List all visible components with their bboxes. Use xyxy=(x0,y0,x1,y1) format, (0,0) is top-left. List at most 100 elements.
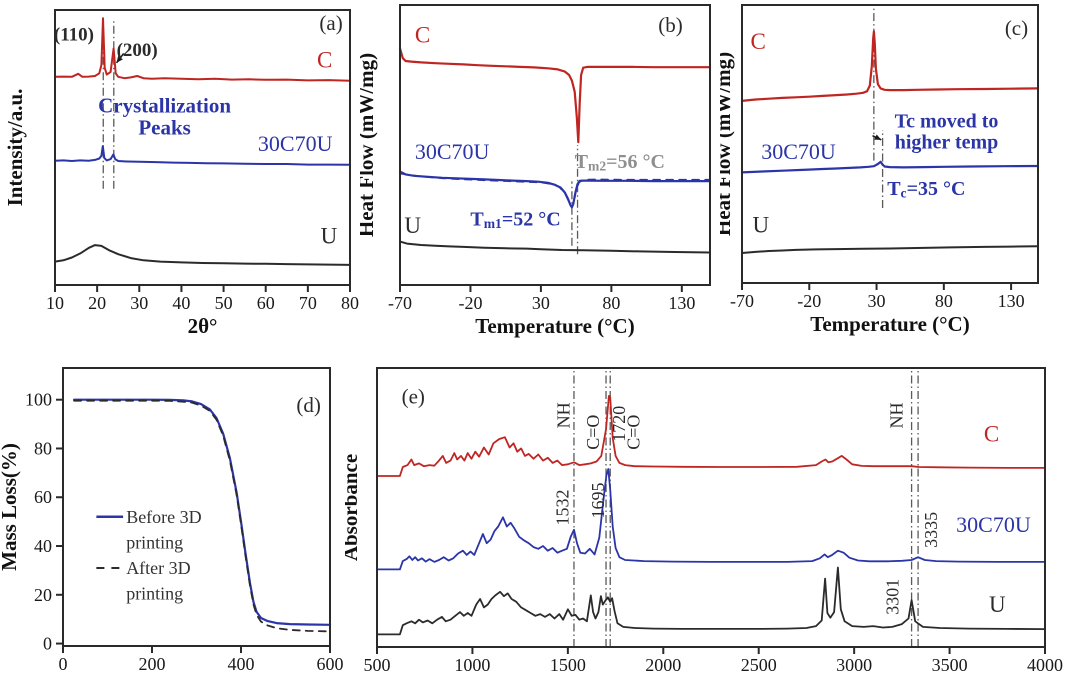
series-C xyxy=(398,47,712,144)
annotation-nh: NH xyxy=(554,402,574,428)
legend-label: printing xyxy=(126,532,183,552)
annotation-c: C xyxy=(750,29,765,54)
series-U xyxy=(399,240,711,254)
annotation-u: U xyxy=(753,213,770,238)
x-tick-label: 130 xyxy=(998,291,1025,311)
legend-label: After 3D xyxy=(126,558,190,578)
x-tick-label: 1000 xyxy=(454,655,490,675)
series-30C70U-dashed-overlay xyxy=(399,172,711,209)
y-tick-label: 100 xyxy=(25,390,52,410)
series-Before 3D printing xyxy=(72,398,332,626)
x-tick-label: 1500 xyxy=(550,655,586,675)
x-tick-label: 30 xyxy=(130,293,148,313)
annotation-30c70u: 30C70U xyxy=(956,512,1031,537)
x-tick-label: 40 xyxy=(172,293,190,313)
x-tick-label: 20 xyxy=(88,293,106,313)
series-U xyxy=(741,245,1039,254)
annotation-crystallization: Crystallization xyxy=(98,93,231,117)
annotation-30c70u: 30C70U xyxy=(258,131,333,156)
y-axis-title: Heat Flow (mW/mg) xyxy=(360,53,378,237)
y-axis-title: Intensity/a.u. xyxy=(3,89,27,207)
annotation--110-: (110) xyxy=(54,24,94,45)
series-30C70U xyxy=(740,160,1040,174)
annotation--d-: (d) xyxy=(296,393,321,417)
annotation-peaks: Peaks xyxy=(138,115,191,139)
annotation-30c70u: 30C70U xyxy=(415,139,490,164)
annotation-nh: NH xyxy=(887,402,907,428)
annotation-arrowhead xyxy=(116,55,123,63)
plot-border xyxy=(62,367,331,647)
x-tick-label: -70 xyxy=(388,293,412,313)
panel-e-canvas: 500 1000 1500 2000 2500 3000 3500 4000 Absorbanc… xyxy=(345,367,1063,675)
annotation: Tm1=52 °C xyxy=(470,208,560,231)
annotation: Tc=35 °C xyxy=(887,177,965,200)
panel-c-canvas: -70 -20 30 80 130 Temperature (°C) Heat Flow (… xyxy=(720,4,1040,336)
y-tick-label: 40 xyxy=(34,536,52,556)
annotation-1720: 1720 xyxy=(609,406,629,442)
annotation-u: U xyxy=(404,213,421,238)
plot-border xyxy=(54,9,351,286)
y-tick-label: 20 xyxy=(34,585,52,605)
x-tick-label: 0 xyxy=(59,654,68,674)
y-tick-label: 60 xyxy=(34,487,52,507)
x-tick-label: 400 xyxy=(228,654,255,674)
x-axis-title: 2θ° xyxy=(188,314,218,338)
x-tick-label: 2500 xyxy=(741,655,777,675)
annotation--b-: (b) xyxy=(658,13,683,37)
annotation: Tm2=56 °C xyxy=(575,151,665,174)
y-axis-title: Heat Flow (mW/mg) xyxy=(720,52,735,236)
panel-d-tga: 0 200 400 600 0 20 40 60 80 100 Mass Loss(%) Before… xyxy=(0,340,345,683)
x-tick-label: 4000 xyxy=(1027,655,1063,675)
annotation-u: U xyxy=(321,224,338,249)
annotation-u: U xyxy=(989,592,1006,617)
x-tick-label: 80 xyxy=(935,291,953,311)
x-tick-label: 600 xyxy=(317,654,344,674)
annotation--200-: (200) xyxy=(117,40,158,61)
x-axis-title: Temperature (°C) xyxy=(475,314,634,338)
x-tick-label: 200 xyxy=(139,654,166,674)
x-tick-label: 2000 xyxy=(645,655,681,675)
annotation--e-: (e) xyxy=(402,385,425,409)
annotation-c-o: C=O xyxy=(583,415,603,450)
x-tick-label: -70 xyxy=(730,291,754,311)
y-axis-title: Absorbance xyxy=(345,454,362,561)
x-tick-label: -20 xyxy=(797,291,821,311)
panel-b-dsc-heating: -70 -20 30 80 130 Temperature (°C) Heat Flow (… xyxy=(360,0,720,338)
series-30C70U xyxy=(398,170,712,209)
panel-a-xrd: 10 20 30 40 50 60 70 80 2θ° Intensity/a.u. (110) (2… xyxy=(0,0,360,338)
annotation-c: C xyxy=(984,422,999,447)
annotation-3301: 3301 xyxy=(883,579,903,615)
x-tick-label: 80 xyxy=(602,293,620,313)
series-C xyxy=(54,17,351,82)
x-tick-label: 30 xyxy=(868,291,886,311)
legend-label: Before 3D xyxy=(126,507,201,527)
x-axis-title: Temperature (°C) xyxy=(810,312,969,336)
plot-border xyxy=(741,4,1039,284)
legend-label: printing xyxy=(126,584,183,604)
plot-border xyxy=(376,367,1046,648)
annotation--a-: (a) xyxy=(319,11,342,35)
panel-a-canvas: 10 20 30 40 50 60 70 80 2θ° Intensity/a.u. (110) (2… xyxy=(3,9,359,338)
annotation--c-: (c) xyxy=(1005,16,1028,40)
annotation-1695: 1695 xyxy=(588,483,608,519)
y-tick-label: 80 xyxy=(34,438,52,458)
series-30C70U xyxy=(376,468,1046,571)
annotation-3335: 3335 xyxy=(921,512,941,548)
plot-border xyxy=(399,4,711,286)
panel-b-canvas: -70 -20 30 80 130 Temperature (°C) Heat Flow (… xyxy=(360,4,712,338)
annotation-c: C xyxy=(415,22,430,47)
panel-e-ftir: 500 1000 1500 2000 2500 3000 3500 4000 Absorbanc… xyxy=(345,340,1080,683)
annotation-tc-moved-to: Tc moved to xyxy=(895,111,999,133)
x-tick-label: 80 xyxy=(341,293,359,313)
panel-d-canvas: 0 200 400 600 0 20 40 60 80 100 Mass Loss(%) Before… xyxy=(0,367,344,674)
annotation-1532: 1532 xyxy=(553,490,573,526)
x-tick-label: 60 xyxy=(257,293,275,313)
series-U xyxy=(376,566,1046,636)
y-axis-title: Mass Loss(%) xyxy=(0,443,21,571)
x-tick-label: 3000 xyxy=(836,655,872,675)
x-tick-label: 70 xyxy=(299,293,317,313)
x-tick-label: 500 xyxy=(364,655,391,675)
x-tick-label: 10 xyxy=(46,293,64,313)
annotation-30c70u: 30C70U xyxy=(761,139,836,164)
